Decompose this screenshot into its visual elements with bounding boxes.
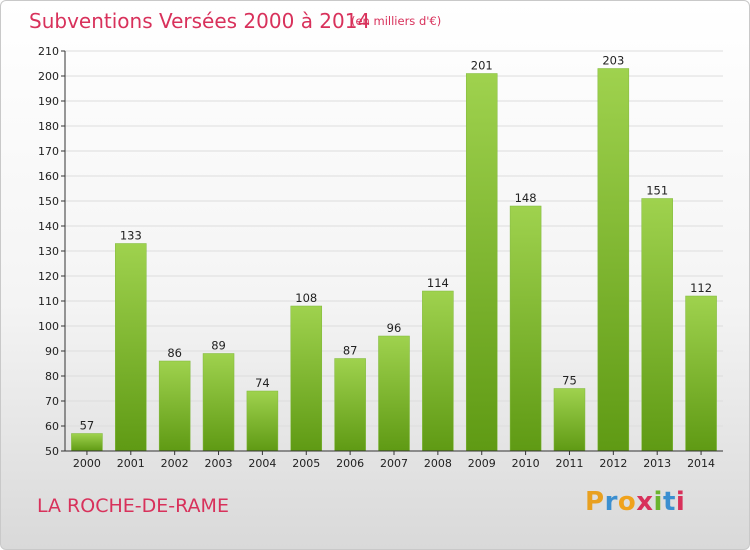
chart-title: Subventions Versées 2000 à 2014 — [29, 9, 371, 33]
logo-letter: x — [636, 487, 654, 517]
y-tick-label: 60 — [45, 420, 59, 433]
y-tick-label: 80 — [45, 370, 59, 383]
bar-2001 — [115, 243, 147, 452]
data-label: 86 — [167, 346, 182, 360]
y-tick-label: 200 — [38, 70, 59, 83]
bar-2010 — [509, 205, 542, 452]
x-tick-label: 2007 — [380, 457, 408, 470]
y-tick-label: 100 — [38, 320, 59, 333]
proxiti-logo: Proxiti — [585, 487, 685, 517]
data-label: 114 — [427, 276, 449, 290]
y-tick-label: 120 — [38, 270, 59, 283]
logo-letter: r — [604, 487, 618, 517]
data-label: 151 — [646, 184, 668, 198]
data-label: 112 — [690, 281, 712, 295]
bar-2011 — [553, 388, 586, 452]
bar-2007 — [378, 335, 410, 452]
x-tick-label: 2001 — [117, 457, 145, 470]
bar-2012 — [597, 68, 630, 452]
bar-2004 — [246, 390, 279, 452]
y-tick-label: 50 — [45, 445, 59, 458]
x-tick-label: 2011 — [555, 457, 583, 470]
y-tick-label: 180 — [38, 120, 59, 133]
x-tick-label: 2013 — [643, 457, 671, 470]
y-tick-label: 190 — [38, 95, 59, 108]
y-tick-label: 110 — [38, 295, 59, 308]
y-tick-label: 170 — [38, 145, 59, 158]
y-tick-label: 150 — [38, 195, 59, 208]
logo-letter: o — [617, 487, 637, 517]
data-label: 57 — [80, 419, 95, 433]
data-label: 108 — [295, 291, 317, 305]
bar-2013 — [641, 198, 673, 452]
y-tick-label: 90 — [45, 345, 59, 358]
bar-2000 — [71, 433, 103, 452]
x-tick-label: 2005 — [292, 457, 320, 470]
commune-name: LA ROCHE-DE-RAME — [37, 495, 229, 517]
x-tick-label: 2010 — [512, 457, 540, 470]
data-label: 89 — [211, 339, 226, 353]
data-label: 133 — [120, 229, 142, 243]
data-label: 96 — [387, 321, 402, 335]
logo-letter: i — [653, 487, 663, 517]
bar-2005 — [290, 305, 323, 452]
x-tick-label: 2003 — [205, 457, 233, 470]
x-tick-label: 2000 — [73, 457, 101, 470]
data-label: 201 — [471, 59, 493, 73]
y-tick-label: 140 — [38, 220, 59, 233]
bar-2014 — [685, 295, 717, 452]
bar-2002 — [158, 360, 191, 452]
logo-letter: P — [585, 487, 605, 517]
bar-2008 — [422, 290, 454, 452]
data-label: 75 — [562, 374, 577, 388]
y-tick-label: 130 — [38, 245, 59, 258]
chart-subtitle: (en milliers d'€) — [351, 14, 442, 28]
x-tick-label: 2009 — [468, 457, 496, 470]
x-tick-label: 2002 — [161, 457, 189, 470]
data-label: 203 — [602, 54, 624, 68]
data-label: 74 — [255, 376, 270, 390]
x-tick-label: 2006 — [336, 457, 364, 470]
logo-letter: i — [675, 487, 686, 517]
x-tick-label: 2004 — [248, 457, 276, 470]
bar-2009 — [465, 73, 498, 452]
y-tick-label: 70 — [45, 395, 59, 408]
x-tick-label: 2012 — [599, 457, 627, 470]
data-label: 87 — [343, 344, 358, 358]
y-tick-label: 210 — [38, 45, 59, 58]
data-label: 148 — [515, 191, 537, 205]
logo-letter: t — [662, 487, 676, 517]
x-tick-label: 2008 — [424, 457, 452, 470]
bar-layer: 57 133 86 89 74 108 87 96 114 201 148 75 203 151 112 — [71, 54, 717, 452]
bar-2003 — [202, 353, 235, 452]
x-tick-label: 2014 — [687, 457, 715, 470]
bar-2006 — [334, 358, 366, 452]
y-tick-label: 160 — [38, 170, 59, 183]
axis-layer: 50 60 70 80 90 100 110 120 130 140 150 160 170 180 190… — [38, 45, 723, 470]
